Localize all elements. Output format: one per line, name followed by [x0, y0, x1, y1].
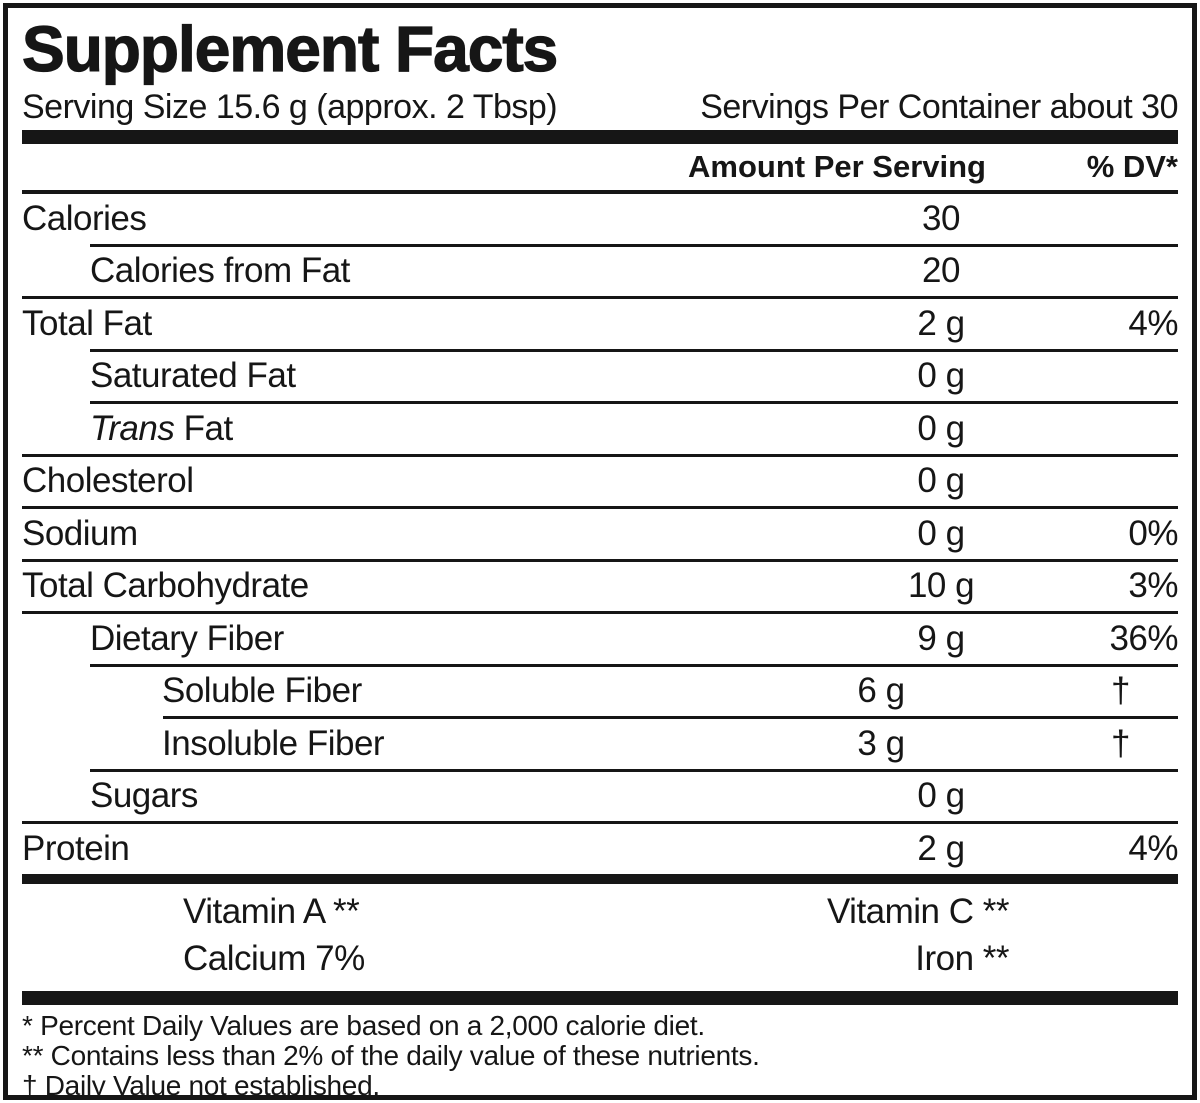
nutrient-label: Saturated Fat	[90, 356, 296, 396]
thick-divider-top	[22, 130, 1178, 144]
nutrient-row-calories: Calories 30	[22, 194, 1178, 244]
vitamin-row: Calcium 7% Iron **	[183, 936, 1009, 983]
nutrient-label-italic-part: Trans	[90, 408, 175, 448]
nutrient-label: Protein	[22, 828, 130, 868]
nutrient-label: Insoluble Fiber	[162, 723, 385, 763]
vitamins-section: Vitamin A ** Vitamin C ** Calcium 7% Iro…	[22, 884, 1178, 991]
label-title: Supplement Facts	[21, 13, 559, 85]
row-separator	[90, 663, 1178, 667]
dv-value: 3%	[1128, 566, 1178, 606]
nutrient-row-cholesterol: Cholesterol 0 g	[22, 457, 1178, 507]
row-separator	[22, 611, 1178, 614]
nutrient-row-insoluble-fiber: Insoluble Fiber 3 g †	[22, 719, 1178, 769]
nutrient-label: Sugars	[90, 776, 198, 816]
column-header-row: Amount Per Serving % DV*	[22, 144, 1178, 190]
nutrient-label: Sodium	[22, 513, 138, 553]
nutrient-row-trans-fat: Trans Fat 0 g	[22, 404, 1178, 454]
nutrient-label: Calories from Fat	[90, 251, 350, 291]
amount-value: 10 g	[907, 566, 975, 606]
nutrient-label: Soluble Fiber	[162, 671, 362, 711]
amount-value: 3 g	[857, 723, 905, 763]
iron-value: Iron **	[915, 939, 1009, 978]
nutrient-label: Total Carbohydrate	[22, 566, 309, 606]
amount-value: 20	[922, 251, 960, 291]
supplement-facts-label: Supplement Facts Serving Size 15.6 g (ap…	[3, 3, 1197, 1100]
thick-divider-middle	[22, 873, 1178, 884]
footnote-dv-not-established: † Daily Value not established.	[22, 1069, 380, 1100]
thick-divider-bottom	[22, 990, 1178, 1005]
dv-value: †	[1111, 671, 1130, 711]
column-header-dv: % DV*	[1086, 149, 1178, 184]
row-separator	[90, 243, 1178, 247]
servings-per-container-text: Servings Per Container about 30	[700, 88, 1178, 126]
dv-value: 4%	[1128, 303, 1178, 343]
footnotes-section: * Percent Daily Values are based on a 2,…	[22, 1005, 1178, 1100]
amount-value: 30	[922, 198, 960, 238]
nutrient-row-calories-from-fat: Calories from Fat 20	[22, 247, 1178, 297]
nutrient-label: Total Fat	[22, 303, 152, 343]
nutrient-row-sodium: Sodium 0 g 0%	[22, 509, 1179, 559]
header-separator	[22, 190, 1178, 194]
amount-value: 2 g	[917, 303, 965, 343]
dv-value: 4%	[1128, 828, 1178, 868]
amount-value: 6 g	[857, 671, 905, 711]
nutrient-label: Trans Fat	[22, 409, 851, 449]
serving-info: Serving Size 15.6 g (approx. 2 Tbsp) Ser…	[22, 86, 1178, 128]
row-separator	[22, 453, 1178, 457]
row-separator	[22, 506, 1178, 509]
column-header-amount: Amount Per Serving	[688, 149, 986, 184]
footnote-contains-less: ** Contains less than 2% of the daily va…	[22, 1039, 760, 1071]
row-separator	[90, 401, 1178, 404]
amount-value: 0 g	[917, 776, 965, 816]
amount-value: 0 g	[917, 513, 965, 553]
row-separator	[90, 348, 1178, 352]
footnote-daily-values: * Percent Daily Values are based on a 2,…	[22, 1009, 705, 1041]
nutrient-label: Cholesterol	[22, 461, 194, 501]
nutrient-row-soluble-fiber: Soluble Fiber 6 g †	[22, 667, 1178, 717]
amount-value: 0 g	[917, 461, 965, 501]
amount-value: 2 g	[917, 828, 965, 868]
serving-size-text: Serving Size 15.6 g (approx. 2 Tbsp)	[22, 88, 558, 126]
amount-value: 0 g	[917, 408, 965, 448]
row-separator	[22, 296, 1178, 299]
vitamin-c-value: Vitamin C **	[826, 892, 1010, 931]
nutrient-row-total-fat: Total Fat 2 g 4%	[22, 299, 1179, 349]
nutrient-row-dietary-fiber: Dietary Fiber 9 g 36%	[22, 614, 1179, 664]
dv-value: †	[1111, 723, 1130, 763]
nutrient-label: Dietary Fiber	[90, 618, 284, 658]
amount-value: 0 g	[917, 356, 965, 396]
row-separator	[22, 558, 1178, 562]
nutrient-row-sugars: Sugars 0 g	[22, 772, 1178, 822]
dv-value: 36%	[1109, 618, 1178, 658]
nutrient-row-total-carbohydrate: Total Carbohydrate 10 g 3%	[22, 562, 1179, 612]
row-separator	[90, 768, 1178, 772]
vitamin-a-value: Vitamin A **	[183, 892, 360, 931]
row-separator	[22, 821, 1178, 824]
dv-value: 0%	[1128, 513, 1178, 553]
amount-value: 9 g	[917, 618, 965, 658]
nutrient-row-saturated-fat: Saturated Fat 0 g	[22, 352, 1178, 402]
calcium-value: Calcium 7%	[183, 939, 365, 978]
nutrient-row-protein: Protein 2 g 4%	[22, 824, 1179, 874]
row-separator	[163, 716, 1178, 719]
vitamin-row: Vitamin A ** Vitamin C **	[183, 889, 1010, 936]
nutrient-label-regular-part: Fat	[174, 408, 234, 448]
nutrient-label: Calories	[22, 198, 147, 238]
